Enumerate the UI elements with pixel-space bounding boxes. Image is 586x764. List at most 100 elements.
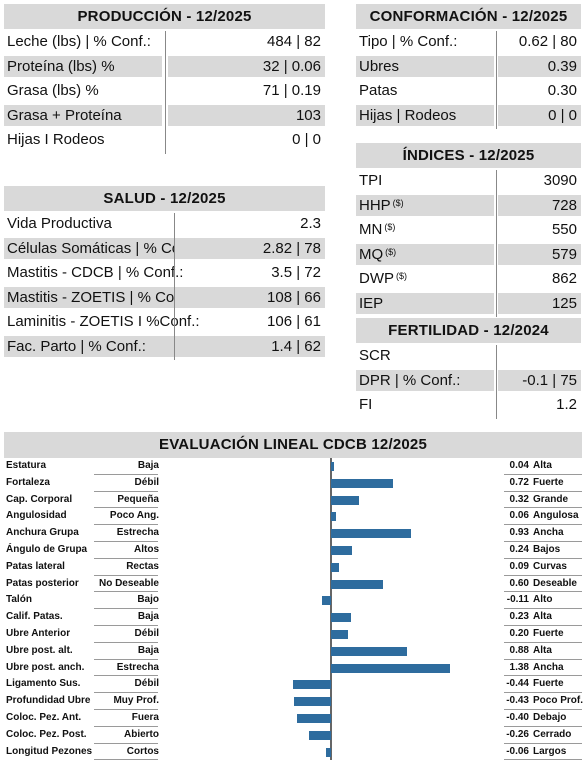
produccion-row: Proteína (lbs) % 32 | 0.06: [4, 54, 325, 79]
conformacion-row-label: Tipo | % Conf.:: [356, 31, 494, 52]
conformacion-row-value: 0 | 0: [498, 104, 581, 126]
trait-bar: [325, 747, 331, 757]
trait-low-label: Baja: [137, 644, 159, 656]
trait-value: 1.38: [509, 661, 529, 673]
row-rule-right: [504, 742, 582, 744]
salud-row-label: Mastitis - CDCB | % Conf.:: [4, 262, 183, 283]
produccion-row-label: Leche (lbs) | % Conf.:: [4, 31, 162, 52]
trait-bar: [321, 596, 331, 606]
trait-high-label: Fuerte: [533, 476, 564, 488]
trait-high-label: Deseable: [533, 577, 577, 589]
salud-label-text: Laminitis - ZOETIS I %Conf.:: [7, 313, 200, 330]
conformacion-rows: Tipo | % Conf.: 0.62 | 80 Ubres 0.39 Patas 0.…: [356, 29, 581, 127]
trait-name: Coloc. Pez. Ant.: [6, 711, 82, 723]
salud-label-text: Vida Productiva: [7, 215, 112, 232]
trait-row: Ubre post. alt. Baja 0.88 Alta: [4, 643, 582, 660]
trait-low-label: Bajo: [137, 594, 159, 606]
trait-name: Fortaleza: [6, 476, 50, 488]
trait-name: Ligamento Sus.: [6, 678, 81, 690]
conformacion-row: Ubres 0.39: [356, 54, 581, 79]
trait-bar: [331, 562, 339, 572]
row-rule-right: [504, 507, 582, 509]
trait-high-label: Alta: [533, 460, 552, 471]
salud-row-label: Vida Productiva: [4, 213, 174, 234]
indices-label-text: HHP: [359, 196, 391, 214]
trait-name: Calif. Patas.: [6, 611, 63, 623]
indices-column-separator: [496, 170, 497, 317]
row-rule-right: [504, 608, 582, 610]
row-rule-right: [504, 708, 582, 710]
conformacion-column-separator: [496, 31, 497, 129]
row-rule-right: [504, 490, 582, 492]
conformacion-label-text: Hijas | Rodeos: [359, 106, 457, 124]
produccion-column-separator: [165, 31, 166, 154]
row-rule-right: [504, 624, 582, 626]
trait-high-label: Cerrado: [533, 728, 572, 740]
salud-label-text: Células Somáticas | % Conf.:: [7, 239, 201, 257]
salud-title: SALUD - 12/2025: [4, 186, 325, 211]
trait-value: 0.93: [509, 527, 529, 539]
trait-high-label: Bajos: [533, 543, 561, 555]
trait-row: Anchura Grupa Estrecha 0.93 Ancha: [4, 525, 582, 542]
row-rule-left: [94, 524, 158, 526]
salud-row: Laminitis - ZOETIS I %Conf.: 106 | 61: [4, 309, 325, 334]
row-rule-right: [504, 725, 582, 727]
indices-row-label: DWP ($): [356, 268, 494, 289]
trait-bar: [331, 512, 337, 522]
indices-row: TPI 3090: [356, 168, 581, 193]
row-rule-right: [504, 675, 582, 677]
trait-bar: [308, 730, 331, 740]
row-rule-left: [94, 759, 158, 761]
trait-name: Ubre post. alt.: [6, 644, 73, 656]
indices-row-label: HHP ($): [356, 194, 494, 216]
indices-row-value: 3090: [543, 172, 577, 189]
indices-row-value: 579: [498, 243, 581, 265]
indices-row-label: IEP: [356, 292, 494, 314]
trait-high-label: Ancha: [533, 661, 564, 673]
trait-name: Cap. Corporal: [6, 493, 73, 505]
row-rule-right: [504, 692, 582, 694]
produccion-rows: Leche (lbs) | % Conf.: 484 | 82 Proteína (…: [4, 29, 325, 152]
conformacion-row: Hijas | Rodeos 0 | 0: [356, 103, 581, 128]
row-rule-right: [504, 658, 582, 660]
fertilidad-row: DPR | % Conf.: -0.1 | 75: [356, 368, 581, 393]
trait-value: -0.40: [506, 711, 529, 723]
trait-name: Talón: [6, 594, 32, 606]
trait-value: 0.06: [509, 510, 529, 522]
trait-high-label: Fuerte: [533, 678, 564, 690]
trait-bar: [331, 478, 393, 488]
indices-row: MN ($) 550: [356, 217, 581, 242]
indices-row-label: TPI: [356, 170, 494, 191]
fertilidad-label-text: SCR: [359, 347, 391, 364]
trait-row: Coloc. Pez. Ant. Fuera -0.40 Debajo: [4, 710, 582, 727]
salud-label-text: Mastitis - CDCB | % Conf.:: [7, 264, 184, 281]
salud-column-separator: [174, 213, 175, 360]
indices-label-text: MN: [359, 221, 383, 238]
indices-row: DWP ($) 862: [356, 266, 581, 291]
trait-high-label: Debajo: [533, 711, 567, 723]
salud-label-text: Fac. Parto | % Conf.:: [7, 337, 146, 355]
trait-row: Coloc. Pez. Post. Abierto -0.26 Cerrado: [4, 727, 582, 744]
conformacion-label-text: Ubres: [359, 57, 400, 75]
trait-high-label: Ancha: [533, 527, 564, 539]
trait-bar: [296, 713, 331, 723]
salud-row-value: 1.4 | 62: [174, 335, 325, 357]
indices-label-text: IEP: [359, 294, 384, 312]
indices-title: ÍNDICES - 12/2025: [356, 143, 581, 168]
produccion-row: Leche (lbs) | % Conf.: 484 | 82: [4, 29, 325, 54]
produccion-row-value: 484 | 82: [267, 33, 321, 50]
trait-high-label: Alta: [533, 644, 552, 656]
produccion-row: Hijas I Rodeos 0 | 0: [4, 127, 325, 152]
conformacion-label-text: Tipo | % Conf.:: [359, 33, 458, 50]
trait-low-label: Muy Prof.: [113, 695, 159, 707]
trait-row: Ángulo de Grupa Altos 0.24 Bajos: [4, 542, 582, 559]
trait-low-label: Baja: [137, 460, 159, 471]
indices-row-value: 728: [498, 194, 581, 216]
produccion-label-text: Leche (lbs) | % Conf.:: [7, 33, 151, 50]
indices-panel: ÍNDICES - 12/2025 TPI 3090 HHP ($) 728 MN ($) 5…: [356, 143, 581, 317]
row-rule-left: [94, 574, 158, 576]
produccion-row-value: 32 | 0.06: [168, 55, 325, 77]
trait-row: Ubre Anterior Débil 0.20 Fuerte: [4, 626, 582, 643]
produccion-row: Grasa (lbs) % 71 | 0.19: [4, 78, 325, 103]
row-rule-right: [504, 759, 582, 761]
